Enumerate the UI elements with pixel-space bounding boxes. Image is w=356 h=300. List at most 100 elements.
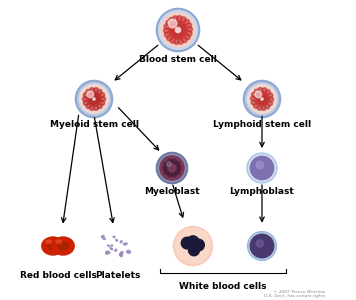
Circle shape: [256, 240, 263, 247]
Text: Myeloid stem cell: Myeloid stem cell: [49, 120, 138, 129]
Circle shape: [98, 89, 102, 94]
Ellipse shape: [52, 237, 74, 255]
Circle shape: [94, 106, 98, 110]
Circle shape: [179, 32, 185, 38]
Circle shape: [95, 94, 100, 98]
Ellipse shape: [108, 245, 109, 246]
Text: Lymphoid stem cell: Lymphoid stem cell: [213, 120, 311, 129]
Circle shape: [256, 99, 260, 104]
Ellipse shape: [115, 249, 117, 251]
Circle shape: [261, 106, 266, 110]
Circle shape: [184, 19, 189, 25]
Circle shape: [185, 34, 190, 40]
Circle shape: [167, 35, 172, 41]
Circle shape: [98, 104, 102, 109]
Circle shape: [178, 34, 183, 39]
Circle shape: [182, 38, 187, 43]
Circle shape: [90, 92, 94, 97]
Circle shape: [181, 31, 186, 36]
Circle shape: [158, 11, 198, 50]
Circle shape: [91, 101, 96, 106]
Circle shape: [172, 172, 176, 177]
Circle shape: [266, 90, 270, 94]
Circle shape: [263, 100, 268, 104]
Circle shape: [187, 31, 192, 36]
Circle shape: [96, 96, 101, 100]
Circle shape: [78, 82, 110, 116]
Ellipse shape: [58, 242, 68, 250]
Circle shape: [251, 96, 255, 101]
Circle shape: [171, 22, 177, 28]
Circle shape: [164, 24, 169, 29]
Circle shape: [261, 101, 266, 106]
Circle shape: [265, 104, 270, 109]
Circle shape: [83, 93, 88, 97]
Text: Blood stem cell: Blood stem cell: [139, 55, 217, 64]
Circle shape: [94, 88, 98, 92]
Text: © 2007 Terese Winslow
U.S. Govt. has certain rights: © 2007 Terese Winslow U.S. Govt. has cer…: [264, 290, 325, 298]
Circle shape: [94, 93, 98, 97]
Circle shape: [268, 101, 272, 106]
Circle shape: [170, 38, 175, 43]
Circle shape: [83, 97, 87, 101]
Circle shape: [175, 34, 180, 39]
Circle shape: [256, 161, 263, 169]
Circle shape: [163, 166, 167, 170]
Ellipse shape: [127, 250, 131, 253]
Circle shape: [95, 100, 100, 104]
Circle shape: [247, 153, 277, 183]
Circle shape: [156, 8, 200, 52]
Circle shape: [166, 20, 171, 26]
Circle shape: [161, 13, 195, 47]
Circle shape: [260, 101, 264, 106]
Ellipse shape: [194, 246, 199, 249]
Circle shape: [178, 21, 183, 27]
Circle shape: [96, 98, 101, 102]
Circle shape: [92, 92, 96, 97]
Circle shape: [252, 92, 256, 97]
Circle shape: [257, 101, 262, 105]
Text: Lymphoblast: Lymphoblast: [230, 187, 294, 196]
Circle shape: [163, 28, 169, 33]
Circle shape: [168, 159, 172, 164]
Circle shape: [176, 162, 180, 166]
Circle shape: [90, 88, 94, 92]
Circle shape: [264, 98, 269, 103]
Circle shape: [181, 24, 186, 29]
Ellipse shape: [124, 243, 127, 245]
Circle shape: [169, 17, 174, 22]
Circle shape: [178, 39, 183, 44]
Circle shape: [256, 94, 261, 98]
Circle shape: [182, 26, 187, 32]
Circle shape: [177, 16, 182, 21]
Circle shape: [181, 17, 186, 22]
Circle shape: [83, 101, 88, 105]
Ellipse shape: [46, 240, 52, 244]
Circle shape: [176, 170, 180, 174]
Ellipse shape: [193, 242, 198, 245]
Circle shape: [255, 95, 260, 100]
Circle shape: [173, 33, 178, 39]
Circle shape: [100, 93, 105, 97]
Circle shape: [258, 88, 263, 92]
Ellipse shape: [116, 239, 117, 241]
Ellipse shape: [101, 236, 104, 238]
Circle shape: [90, 101, 94, 105]
Circle shape: [247, 85, 277, 113]
Circle shape: [160, 156, 184, 180]
Ellipse shape: [120, 241, 122, 243]
Circle shape: [168, 19, 177, 28]
Circle shape: [164, 170, 168, 174]
Circle shape: [251, 100, 256, 105]
Circle shape: [193, 239, 204, 251]
Circle shape: [168, 172, 172, 177]
Circle shape: [87, 96, 92, 100]
Circle shape: [87, 91, 94, 98]
Circle shape: [79, 85, 109, 113]
Circle shape: [189, 245, 199, 256]
Ellipse shape: [111, 245, 113, 246]
Circle shape: [170, 31, 175, 36]
Ellipse shape: [103, 238, 105, 239]
Ellipse shape: [120, 252, 122, 253]
Circle shape: [180, 22, 185, 28]
